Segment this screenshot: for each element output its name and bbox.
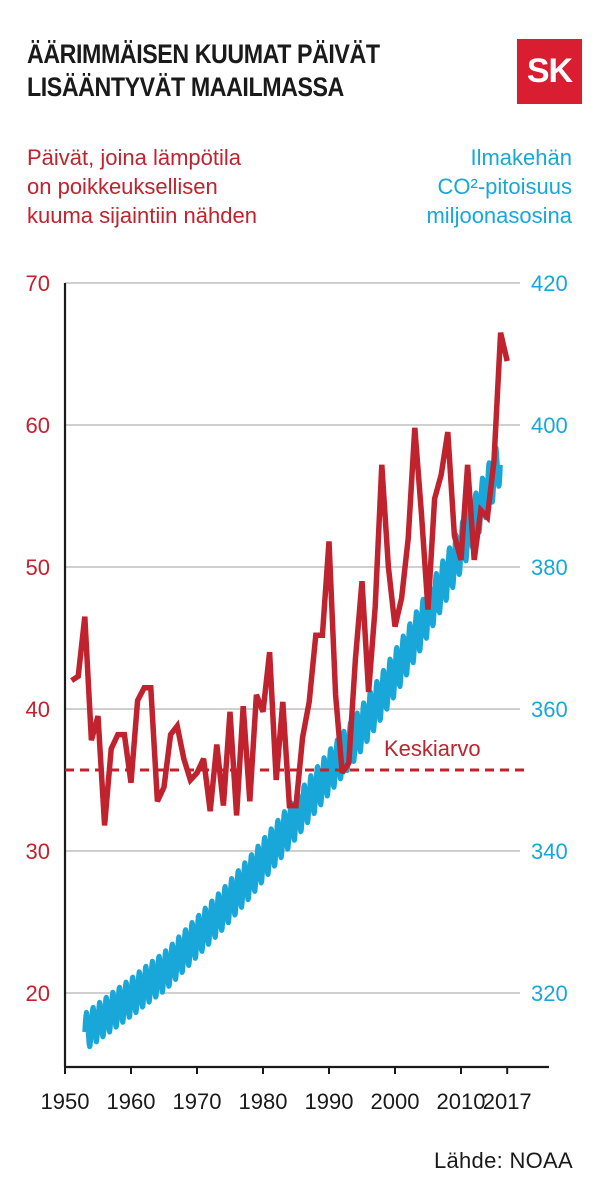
y-left-tick-label: 50	[26, 555, 50, 580]
source-note: Lähde: NOAA	[433, 1148, 573, 1173]
y-left-tick-label: 40	[26, 697, 50, 722]
title-line-2: LISÄÄNTYVÄT MAAILMASSA	[27, 72, 344, 102]
sk-logo: SK	[517, 39, 582, 104]
x-tick-label: 2010	[437, 1089, 486, 1114]
y-left-tick-label: 60	[26, 413, 50, 438]
x-tick-label: 2000	[371, 1089, 420, 1114]
y-left-tick-label: 70	[26, 271, 50, 296]
y-right-tick-label: 340	[531, 839, 568, 864]
y-right-tick-label: 420	[531, 271, 568, 296]
right-axis-label-line-1: Ilmakehän	[470, 145, 572, 170]
y-left-tick-label: 30	[26, 839, 50, 864]
x-tick-label: 2017	[483, 1089, 532, 1114]
left-axis-label: Päivät, joina lämpötila on poikkeukselli…	[27, 143, 317, 230]
x-tick-label: 1950	[41, 1089, 90, 1114]
left-axis-label-line-3: kuuma sijaintiin nähden	[27, 203, 257, 228]
x-tick-label: 1960	[107, 1089, 156, 1114]
y-right-tick-label: 380	[531, 555, 568, 580]
x-tick-label: 1980	[239, 1089, 288, 1114]
average-label: Keskiarvo	[384, 736, 481, 761]
x-tick-label: 1990	[305, 1089, 354, 1114]
right-axis-label-line-3: miljoonasosina	[426, 203, 572, 228]
y-right-tick-label: 360	[531, 697, 568, 722]
right-axis-label: Ilmakehän CO²-pitoisuus miljoonasosina	[342, 143, 572, 230]
title-line-1: ÄÄRIMMÄISEN KUUMAT PÄIVÄT	[27, 39, 380, 69]
left-axis-label-line-1: Päivät, joina lämpötila	[27, 145, 242, 170]
right-axis-label-line-2: CO²-pitoisuus	[437, 174, 572, 199]
chart-title: ÄÄRIMMÄISEN KUUMAT PÄIVÄT LISÄÄNTYVÄT MA…	[27, 38, 431, 104]
x-tick-label: 1970	[173, 1089, 222, 1114]
y-right-tick-label: 320	[531, 981, 568, 1006]
hot-days-series-line	[70, 332, 510, 826]
y-left-tick-label: 20	[26, 981, 50, 1006]
y-right-tick-label: 400	[531, 413, 568, 438]
left-axis-label-line-2: on poikkeuksellisen	[27, 174, 218, 199]
